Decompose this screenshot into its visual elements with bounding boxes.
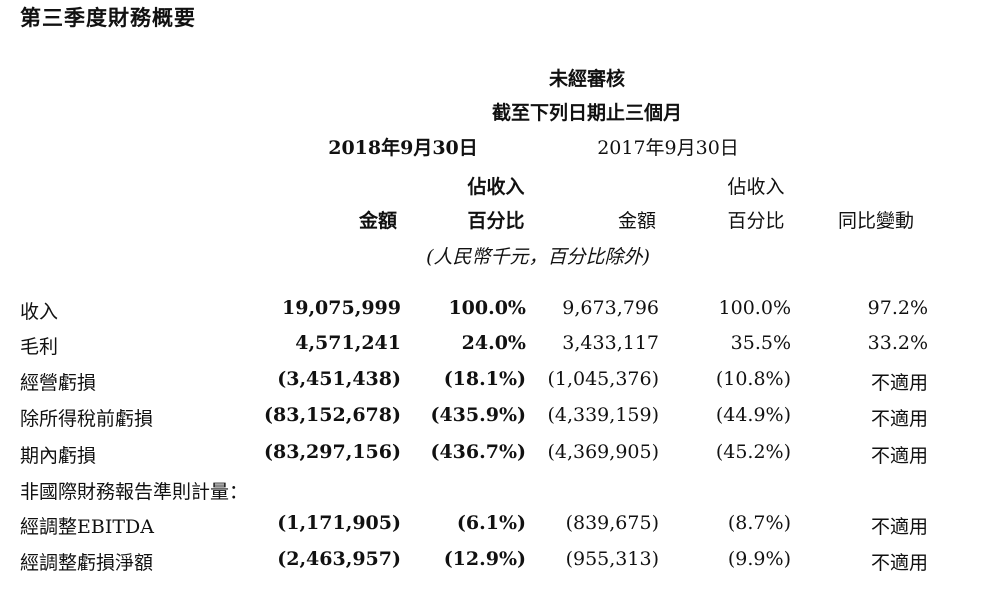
amount-2017: (4,369,905) [547,441,659,463]
pct-top-2017: 佔收入 [727,176,785,198]
amount-2018: (2,463,957) [277,548,401,570]
yoy-change: 不適用 [870,408,928,430]
yoy-change: 不適用 [870,516,928,538]
amount-2018: (83,152,678) [264,404,401,426]
table-row: 毛利 4,571,241 24.0% 3,433,117 35.5% 33.2% [0,332,985,366]
amount-2017: (1,045,376) [547,368,659,390]
pct-2018: (18.1%) [443,368,526,390]
pct-2018: 100.0% [448,297,526,319]
yoy-change: 97.2% [867,297,928,319]
table-row: 期內虧損 (83,297,156) (436.7%) (4,369,905) (… [0,441,985,475]
pct-2018: 24.0% [461,332,526,354]
table-row: 除所得稅前虧損 (83,152,678) (435.9%) (4,339,159… [0,404,985,438]
pct-2017: 100.0% [718,297,791,319]
amount-2017: (4,339,159) [547,404,659,426]
amount-2018: 4,571,241 [295,332,401,354]
pct-2018: (435.9%) [430,404,526,426]
row-label: 期內虧損 [20,445,97,467]
date-2018-heading: 2018年9月30日 [328,137,478,159]
row-label: 毛利 [20,336,59,358]
section-row: 非國際財務報告準則計量： [0,477,985,511]
amount-2017: 3,433,117 [562,332,659,354]
pct-2017: (10.8%) [715,368,791,390]
yoy-change: 不適用 [870,445,928,467]
table-row: 經調整虧損淨額 (2,463,957) (12.9%) (955,313) (9… [0,548,985,582]
pct-2017: (9.9%) [727,548,791,570]
pct-heading-2017: 百分比 [727,210,785,232]
amount-2018: (1,171,905) [277,512,401,534]
row-label: 經營虧損 [20,372,97,394]
amount-2018: (83,297,156) [264,441,401,463]
section-label: 非國際財務報告準則計量： [20,481,249,503]
pct-2017: (8.7%) [727,512,791,534]
pct-heading-2018: 百分比 [467,210,525,232]
table-row: 收入 19,075,999 100.0% 9,673,796 100.0% 97… [0,297,985,331]
amount-heading-2018: 金額 [358,210,398,232]
pct-2018: (6.1%) [456,512,526,534]
unaudited-heading: 未經審核 [548,68,626,90]
amount-2017: (955,313) [565,548,659,570]
pct-2017: (45.2%) [715,441,791,463]
yoy-change: 33.2% [867,332,928,354]
yoy-change: 不適用 [870,372,928,394]
pct-2017: (44.9%) [715,404,791,426]
pct-2018: (436.7%) [430,441,526,463]
page-title: 第三季度財務概要 [20,6,196,30]
row-label: 經調整EBITDA [20,516,154,538]
row-label: 經調整虧損淨額 [20,552,154,574]
amount-heading-2017: 金額 [617,210,657,232]
amount-2018: (3,451,438) [277,368,401,390]
date-2017-heading: 2017年9月30日 [597,137,739,159]
unit-note: (人民幣千元，百分比除外) [426,246,650,268]
row-label: 除所得稅前虧損 [20,408,154,430]
yoy-change: 不適用 [870,552,928,574]
amount-2017: 9,673,796 [562,297,659,319]
pct-2017: 35.5% [730,332,791,354]
row-label: 收入 [20,301,59,323]
table-row: 經營虧損 (3,451,438) (18.1%) (1,045,376) (10… [0,368,985,402]
yoy-heading: 同比變動 [837,210,915,232]
pct-top-2018: 佔收入 [467,176,525,198]
period-heading: 截至下列日期止三個月 [491,102,683,124]
amount-2017: (839,675) [565,512,659,534]
amount-2018: 19,075,999 [282,297,401,319]
table-row: 經調整EBITDA (1,171,905) (6.1%) (839,675) (… [0,512,985,546]
pct-2018: (12.9%) [443,548,526,570]
